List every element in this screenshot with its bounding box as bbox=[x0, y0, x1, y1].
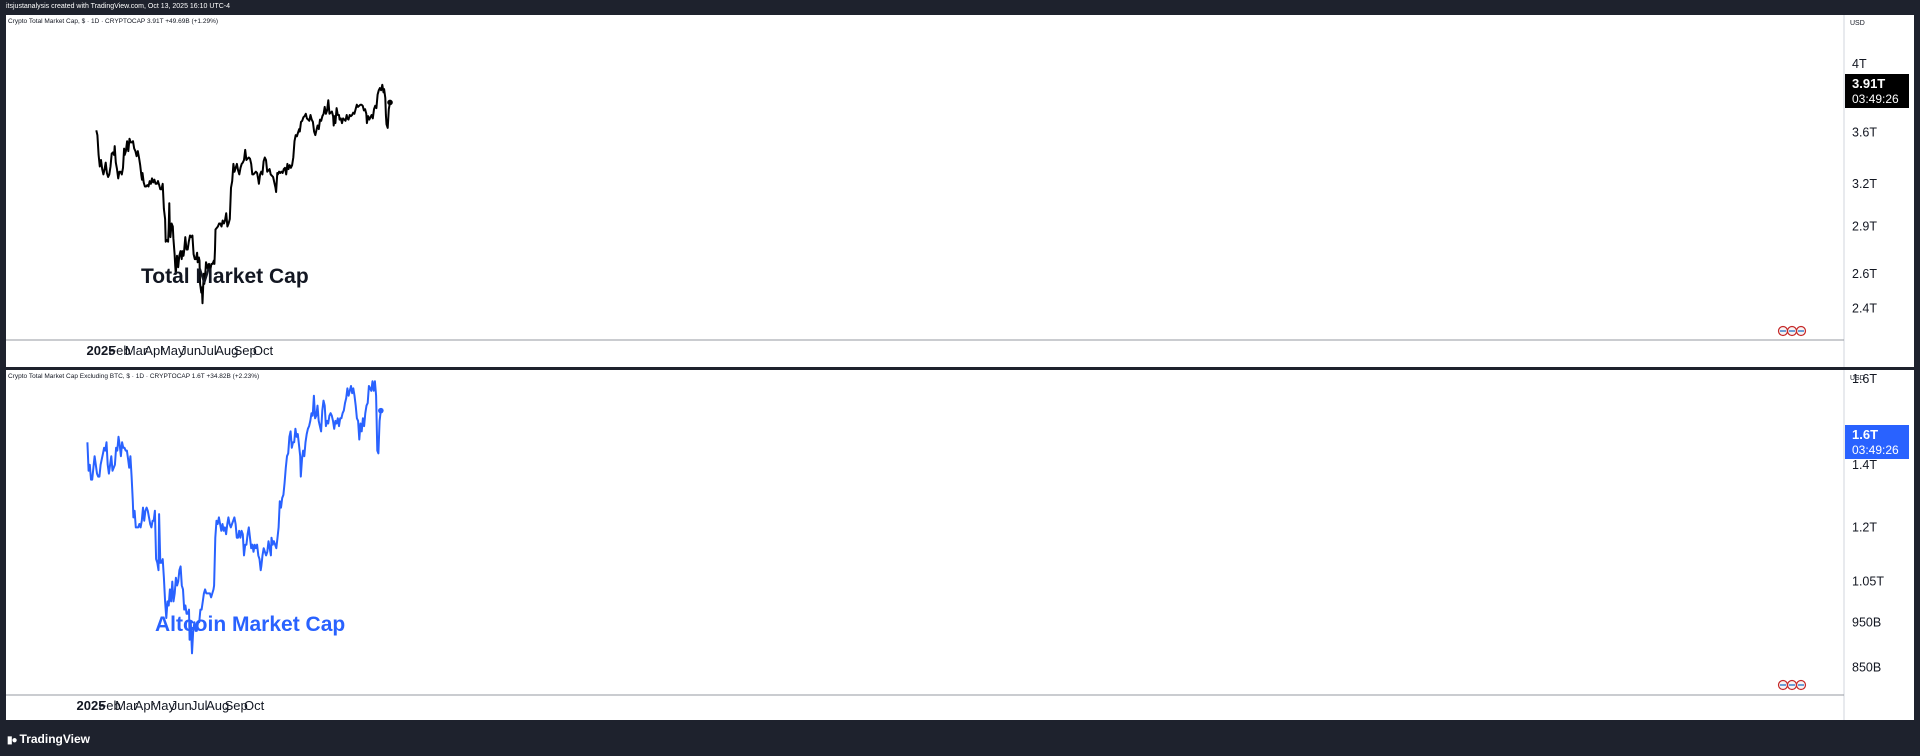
y-tick-label: 1.2T bbox=[1852, 520, 1877, 534]
tradingview-logo-icon: ▮● bbox=[7, 735, 18, 746]
x-tick-label: Feb bbox=[108, 343, 130, 358]
x-tick-label: 2025 bbox=[77, 698, 106, 713]
y-tick-label: 850B bbox=[1852, 660, 1881, 674]
y-tick-label: 1.4T bbox=[1852, 458, 1877, 472]
x-tick-label: Sep bbox=[234, 343, 257, 358]
y-tick-label: 2.4T bbox=[1852, 302, 1877, 316]
last-price-tag-bg bbox=[1845, 425, 1909, 459]
y-tick-label: 1.05T bbox=[1852, 575, 1884, 589]
x-tick-label: Mar bbox=[125, 343, 148, 358]
x-tick-label: Feb bbox=[98, 698, 120, 713]
tradingview-logo-text: TradingView bbox=[19, 732, 91, 746]
y-tick-label: 2.6T bbox=[1852, 267, 1877, 281]
x-tick-label: Aug bbox=[206, 698, 229, 713]
event-flags-icon[interactable] bbox=[1777, 679, 1807, 691]
bar-countdown: 03:49:26 bbox=[1852, 92, 1899, 106]
last-price-tag-bg bbox=[1845, 74, 1909, 108]
x-tick-label: May bbox=[160, 343, 185, 358]
last-price-value: 3.91T bbox=[1852, 76, 1885, 91]
chart-title: Total Market Cap bbox=[141, 265, 309, 288]
x-tick-label: Aug bbox=[215, 343, 238, 358]
y-tick-label: 950B bbox=[1852, 615, 1881, 629]
y-tick-label: 1.6T bbox=[1852, 372, 1877, 386]
x-tick-label: May bbox=[150, 698, 175, 713]
chart-header: Crypto Total Market Cap, $ · 1D · CRYPTO… bbox=[8, 18, 218, 25]
attribution-bar: itsjustanalysis created with TradingView… bbox=[0, 0, 1920, 15]
y-tick-label: 3.2T bbox=[1852, 177, 1877, 191]
last-price-value: 1.6T bbox=[1852, 427, 1878, 442]
last-price-dot bbox=[387, 99, 393, 106]
currency-label: USD bbox=[1850, 20, 1865, 27]
bar-countdown: 03:49:26 bbox=[1852, 443, 1899, 457]
series-line[interactable] bbox=[86, 380, 382, 655]
chart-header: Crypto Total Market Cap Excluding BTC, $… bbox=[8, 373, 259, 380]
x-tick-label: Jun bbox=[171, 698, 192, 713]
x-tick-label: Mar bbox=[115, 698, 138, 713]
x-tick-label: Oct bbox=[244, 698, 265, 713]
x-tick-label: Sep bbox=[225, 698, 248, 713]
x-tick-label: Apr bbox=[144, 343, 165, 358]
x-tick-label: Jun bbox=[180, 343, 201, 358]
tradingview-logo[interactable]: ▮● TradingView bbox=[7, 732, 90, 746]
altcoin-market-cap-pane[interactable]: Crypto Total Market Cap Excluding BTC, $… bbox=[6, 370, 1914, 720]
y-tick-label: 4T bbox=[1852, 57, 1867, 71]
x-tick-label: 2025 bbox=[87, 343, 116, 358]
y-tick-label: 2.9T bbox=[1852, 219, 1877, 233]
x-tick-label: Oct bbox=[253, 343, 274, 358]
footer-bar: ▮● TradingView bbox=[0, 720, 1920, 756]
total-market-cap-chart[interactable]: Crypto Total Market Cap, $ · 1D · CRYPTO… bbox=[6, 15, 1914, 367]
chart-title: Altcoin Market Cap bbox=[155, 613, 345, 636]
x-tick-label: Jul bbox=[200, 343, 217, 358]
y-tick-label: 3.6T bbox=[1852, 126, 1877, 140]
last-price-dot bbox=[378, 407, 384, 414]
altcoin-market-cap-chart[interactable]: Crypto Total Market Cap Excluding BTC, $… bbox=[6, 370, 1914, 720]
x-tick-label: Apr bbox=[135, 698, 156, 713]
attribution-text: itsjustanalysis created with TradingView… bbox=[6, 3, 230, 10]
currency-label: USD bbox=[1850, 375, 1865, 382]
x-tick-label: Jul bbox=[191, 698, 208, 713]
event-flags-icon[interactable] bbox=[1777, 325, 1807, 337]
series-line[interactable] bbox=[95, 83, 391, 305]
total-market-cap-pane[interactable]: Crypto Total Market Cap, $ · 1D · CRYPTO… bbox=[6, 15, 1914, 367]
